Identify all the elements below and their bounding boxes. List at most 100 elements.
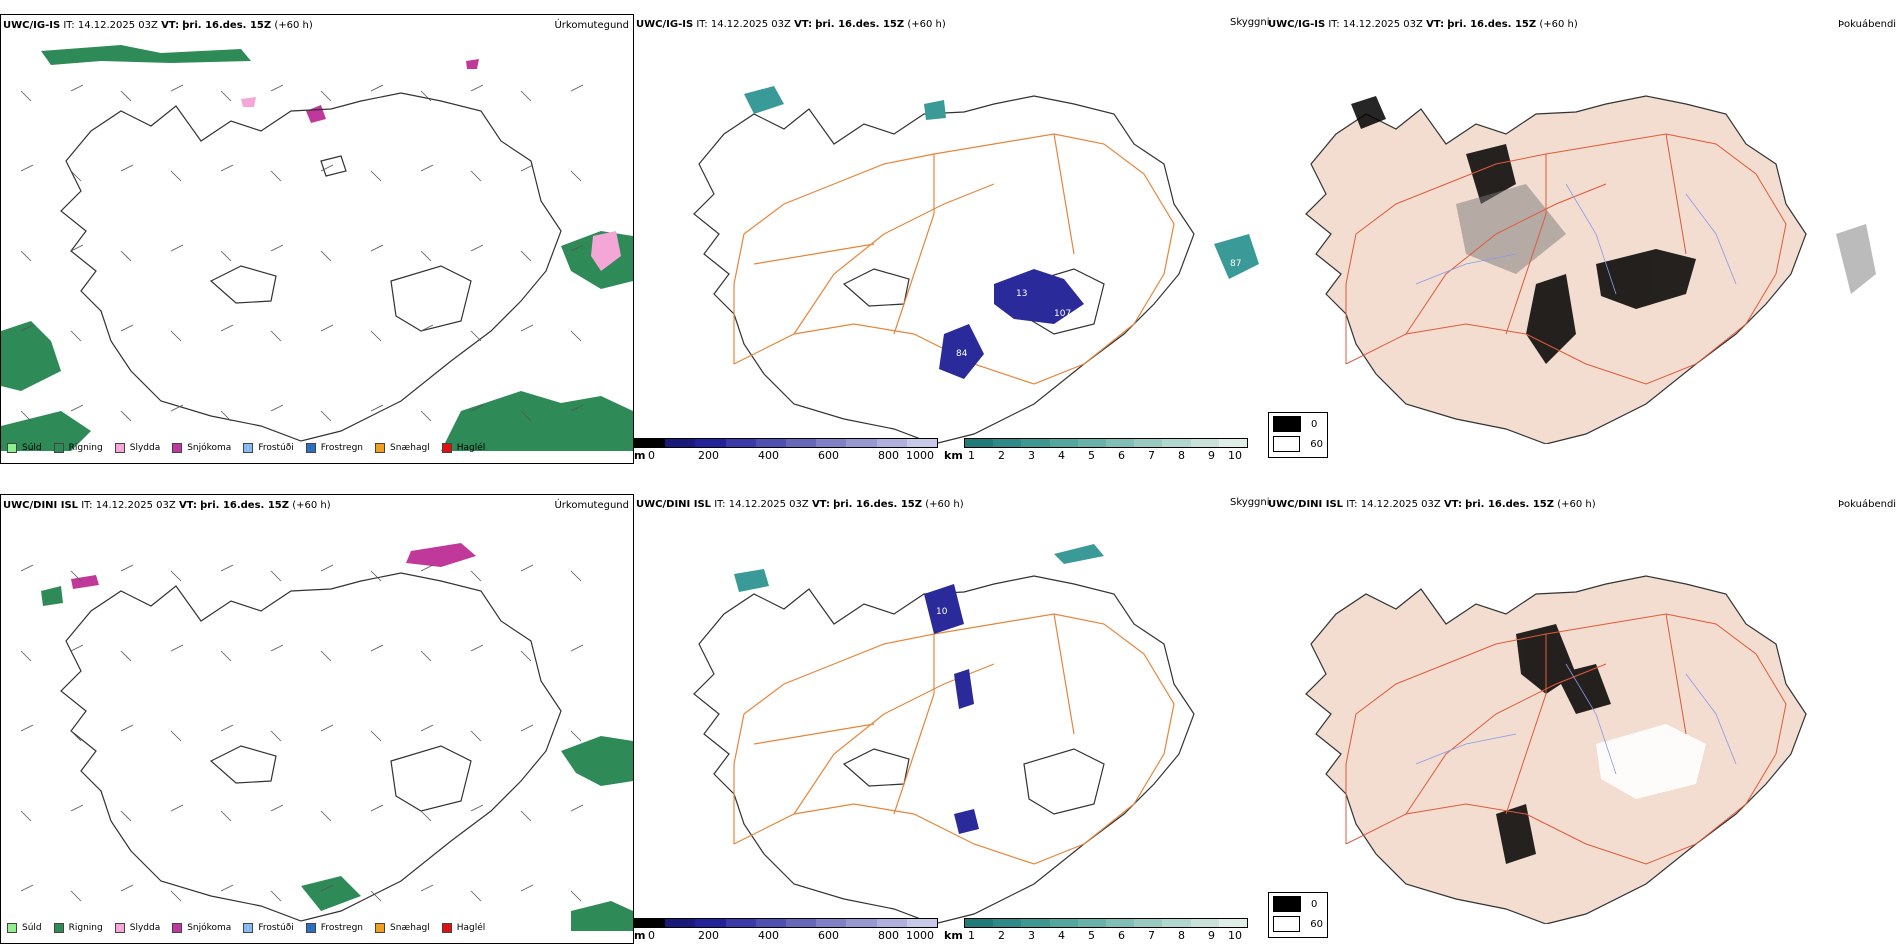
colorbar-tick: 200 bbox=[698, 929, 719, 942]
precip-area-sleet bbox=[241, 97, 621, 271]
legend-item: Snjókoma bbox=[172, 443, 231, 453]
road-network bbox=[733, 613, 1175, 865]
fog-swatch bbox=[1273, 896, 1301, 912]
road-network bbox=[1345, 133, 1787, 385]
fog-map-row2 bbox=[1305, 575, 1807, 924]
colorbar-tick: 0 bbox=[648, 929, 655, 942]
iceland-outline bbox=[693, 95, 1195, 444]
visibility-area-height bbox=[924, 584, 979, 834]
legend-swatch bbox=[375, 443, 386, 453]
colorbar-tick: 6 bbox=[1118, 929, 1125, 942]
colorbar-tick: 400 bbox=[758, 449, 779, 462]
visibility-area-teal bbox=[734, 544, 1104, 592]
panel-header: UWC/IG-IS IT: 14.12.2025 03Z VT: þri. 16… bbox=[1268, 19, 1578, 30]
panel-header: UWC/DINI ISL IT: 14.12.2025 03Z VT: þri.… bbox=[1268, 499, 1596, 510]
legend-swatch bbox=[243, 923, 254, 933]
colorbar-tick: 600 bbox=[818, 449, 839, 462]
panel-header: UWC/DINI ISL IT: 14.12.2025 03Z VT: þri.… bbox=[636, 499, 964, 510]
legend-swatch bbox=[172, 923, 183, 933]
legend-item: Frostregn bbox=[305, 443, 363, 453]
fog-swatch bbox=[1273, 436, 1301, 452]
fog-map-row1 bbox=[1305, 95, 1876, 444]
fog-legend-item: 0 bbox=[1273, 895, 1323, 913]
colorbar-unit: km bbox=[944, 449, 963, 462]
wind-barbs bbox=[20, 84, 584, 422]
legend-swatch bbox=[7, 923, 17, 933]
fog-panel-row1: UWC/IG-IS IT: 14.12.2025 03Z VT: þri. 16… bbox=[1266, 14, 1900, 464]
precip-legend: Súld Rigning Slydda Snjókoma Frostúði Fr… bbox=[7, 443, 497, 453]
visibility-map-row1: 13 107 84 87 bbox=[693, 86, 1259, 444]
colorbar-tick: 2 bbox=[998, 449, 1005, 462]
fog-swatch bbox=[1273, 416, 1301, 432]
fog-panel-row2: UWC/DINI ISL IT: 14.12.2025 03Z VT: þri.… bbox=[1266, 494, 1900, 944]
legend-swatch bbox=[53, 923, 64, 933]
precip-area-snow bbox=[306, 59, 479, 123]
colorbar-tick: 800 bbox=[878, 449, 899, 462]
colorbar-tick: 800 bbox=[878, 929, 899, 942]
colorbar-tick: 10 bbox=[1228, 929, 1242, 942]
fog-area-dense bbox=[1351, 96, 1696, 364]
precip-legend: Súld Rigning Slydda Snjókoma Frostúði Fr… bbox=[7, 923, 497, 933]
colorbar-tick: 6 bbox=[1118, 449, 1125, 462]
colorbar-tick: 5 bbox=[1088, 449, 1095, 462]
panel-type-label: Úrkomutegund bbox=[554, 20, 629, 31]
height-colorbar-row1: m 0 200 400 600 800 1000 bbox=[634, 438, 938, 468]
legend-item: Slydda bbox=[114, 923, 160, 933]
colorbar-tick: 600 bbox=[818, 929, 839, 942]
legend-swatch bbox=[441, 923, 452, 933]
visibility-colorbar-row2: km 1 2 3 4 5 6 7 8 9 10 bbox=[944, 918, 1248, 948]
precip-panel-row1: UWC/IG-IS IT: 14.12.2025 03Z VT: þri. 16… bbox=[0, 14, 634, 464]
fog-area-light bbox=[1456, 184, 1876, 294]
visibility-area-height bbox=[939, 269, 1084, 379]
fog-area-light bbox=[1596, 724, 1706, 799]
colorbar-tick: 5 bbox=[1088, 929, 1095, 942]
fog-legend-item: 0 bbox=[1273, 415, 1323, 433]
map-value-label: 107 bbox=[1054, 309, 1071, 319]
panel-type-label: Skyggni bbox=[1230, 497, 1270, 508]
colorbar-unit: m bbox=[634, 929, 646, 942]
legend-item: Frostúði bbox=[243, 923, 294, 933]
legend-swatch bbox=[114, 923, 125, 933]
river-network bbox=[1415, 663, 1737, 775]
colorbar-strip bbox=[964, 918, 1248, 928]
legend-item: Snæhagl bbox=[375, 443, 430, 453]
legend-item: Snæhagl bbox=[375, 923, 430, 933]
map-value-label: 10 bbox=[936, 607, 948, 617]
legend-item: Haglél bbox=[441, 443, 485, 453]
panel-type-label: Úrkomutegund bbox=[554, 500, 629, 511]
legend-swatch bbox=[172, 443, 183, 453]
visibility-panel-row1: UWC/IG-IS IT: 14.12.2025 03Z VT: þri. 16… bbox=[634, 14, 1328, 464]
legend-item: Rigning bbox=[53, 923, 103, 933]
colorbar-unit: km bbox=[944, 929, 963, 942]
precip-map-row1 bbox=[1, 45, 633, 451]
road-network bbox=[733, 133, 1175, 385]
legend-swatch bbox=[243, 443, 254, 453]
map-value-label: 87 bbox=[1230, 259, 1241, 269]
colorbar-tick: 1000 bbox=[906, 449, 934, 462]
colorbar-tick: 8 bbox=[1178, 929, 1185, 942]
precip-panel-row2: UWC/DINI ISL IT: 14.12.2025 03Z VT: þri.… bbox=[0, 494, 634, 944]
fog-legend-row1: 0 60 bbox=[1268, 412, 1328, 458]
legend-item: Frostregn bbox=[305, 923, 363, 933]
legend-item: Súld bbox=[7, 443, 42, 453]
legend-item: Snjókoma bbox=[172, 923, 231, 933]
colorbar-tick: 4 bbox=[1058, 449, 1065, 462]
wind-barbs bbox=[20, 564, 584, 902]
fog-legend-item: 60 bbox=[1273, 435, 1323, 453]
legend-item: Súld bbox=[7, 923, 42, 933]
visibility-panel-row2: UWC/DINI ISL IT: 14.12.2025 03Z VT: þri.… bbox=[634, 494, 1328, 944]
colorbar-tick: 3 bbox=[1028, 929, 1035, 942]
colorbar-tick: 1 bbox=[968, 929, 975, 942]
colorbar-tick: 3 bbox=[1028, 449, 1035, 462]
legend-item: Frostúði bbox=[243, 443, 294, 453]
legend-swatch bbox=[114, 443, 125, 453]
iceland-outline bbox=[60, 92, 562, 442]
colorbar-tick: 4 bbox=[1058, 929, 1065, 942]
precip-map-row2 bbox=[20, 543, 633, 931]
legend-swatch bbox=[441, 443, 452, 453]
legend-swatch bbox=[305, 443, 316, 453]
colorbar-tick: 10 bbox=[1228, 449, 1242, 462]
legend-swatch bbox=[53, 443, 64, 453]
fog-swatch bbox=[1273, 916, 1301, 932]
panel-type-label: Þokuábendi bbox=[1838, 499, 1897, 510]
